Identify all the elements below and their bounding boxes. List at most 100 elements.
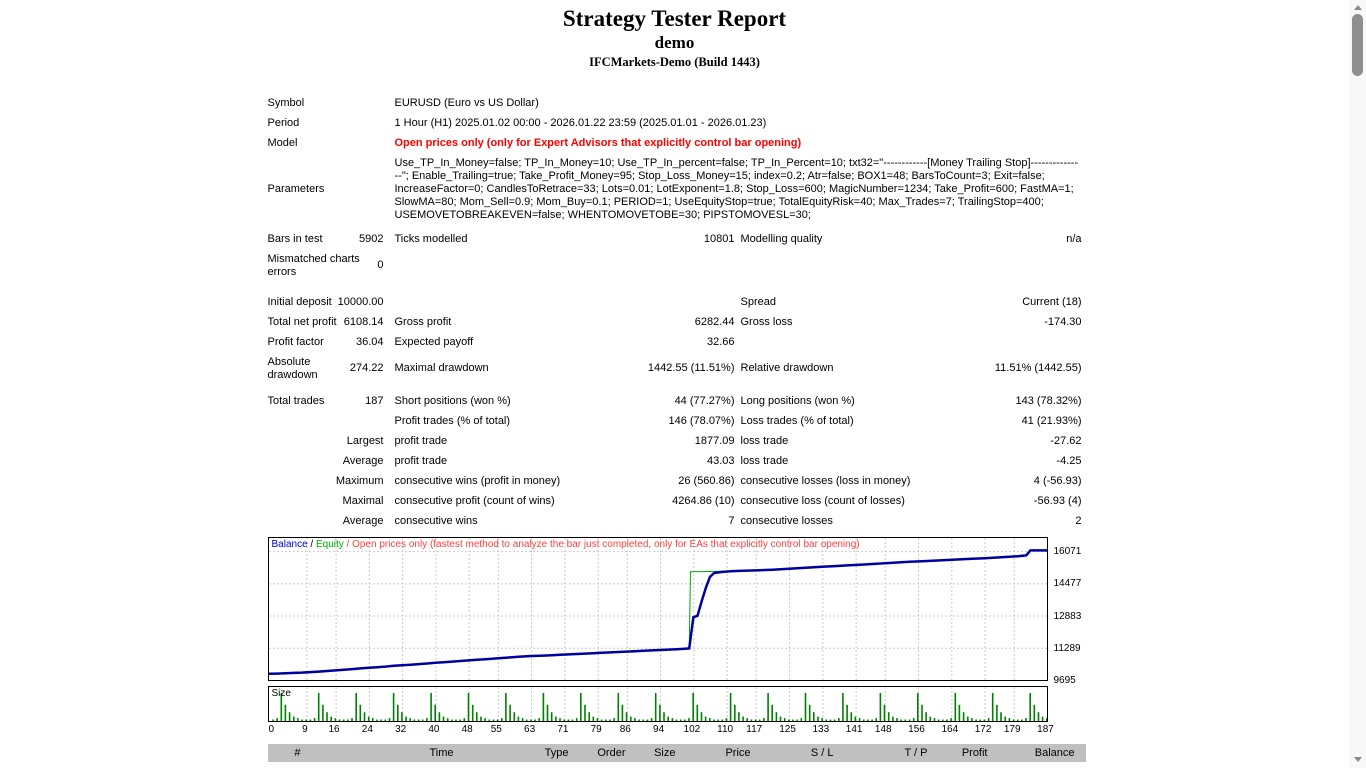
stat-value: 26 (560.86) <box>678 474 735 487</box>
size-bar <box>300 719 303 721</box>
size-bar <box>745 718 748 721</box>
info-row: Parameters Use_TP_In_Money=false; TP_In_M… <box>268 153 1082 225</box>
stat-label: Loss trades (% of total) <box>740 414 854 427</box>
stat-cell <box>395 296 735 309</box>
stat-value: 2 <box>1075 514 1082 527</box>
stat-cell: Long positions (won %) 143 (78.32%) <box>741 395 1082 408</box>
size-bar <box>833 719 835 721</box>
size-chart-row: Size 0 9 16 24 32 40 48 55 63 71 79 86 94 102 110 117 12… <box>267 686 1082 737</box>
balance-line <box>268 549 1047 676</box>
stat-cell: Loss trades (% of total) 41 (21.93%) <box>741 415 1082 428</box>
size-bar <box>592 716 594 721</box>
size-bar <box>587 712 590 721</box>
stat-cell: Maximal <box>268 495 384 508</box>
size-bar <box>338 719 340 721</box>
size-bar <box>342 719 344 721</box>
stat-value: 41 (21.93%) <box>1021 414 1082 427</box>
legend-separator: / <box>307 539 316 550</box>
section-gap <box>268 282 1082 292</box>
x-axis-label: 164 <box>941 724 959 735</box>
size-bar <box>367 716 369 721</box>
size-bar <box>741 716 744 721</box>
size-bar <box>334 718 336 721</box>
size-bar <box>409 718 411 721</box>
size-bar <box>1045 718 1048 721</box>
scrollbar-thumb[interactable] <box>1352 14 1363 76</box>
legend-equity: Equity <box>315 539 344 550</box>
size-bar <box>413 719 415 721</box>
table-header-tp: T / P <box>904 747 928 759</box>
stat-label: Expected payoff <box>394 335 474 348</box>
table-header-time: Time <box>429 747 454 759</box>
column-gap <box>384 515 395 528</box>
size-bar <box>912 718 914 721</box>
y-axis-label: 14477 <box>1053 578 1082 590</box>
info-row-label: Period <box>267 116 300 129</box>
stat-value: Average <box>342 454 384 467</box>
size-bar <box>812 712 815 721</box>
size-bar <box>271 719 274 721</box>
size-bar <box>1041 716 1043 721</box>
size-bar <box>542 693 544 721</box>
size-bar <box>629 716 632 721</box>
size-bar <box>804 693 806 721</box>
size-bar <box>687 718 690 721</box>
server-build: IFCMarkets-Demo (Build 1443) <box>589 55 760 69</box>
size-bar <box>862 719 864 721</box>
vertical-scrollbar[interactable] <box>1349 0 1366 768</box>
stat-row: Total net profit 6108.14 Gross profit 6282.… <box>268 312 1082 332</box>
size-bar <box>908 719 910 721</box>
size-bar <box>304 719 307 721</box>
stat-cell: Bars in test 5902 <box>268 233 384 246</box>
size-bar <box>850 712 852 721</box>
size-bar <box>438 712 440 721</box>
size-bar <box>425 718 428 721</box>
stat-cell <box>741 253 1082 279</box>
x-axis-label: 32 <box>395 724 407 735</box>
x-axis-label: 24 <box>361 724 373 735</box>
size-bar <box>666 716 669 721</box>
size-bar <box>729 693 731 721</box>
size-bar <box>317 693 319 721</box>
size-bar <box>662 712 665 721</box>
size-bar <box>371 718 374 721</box>
size-bar <box>966 716 969 721</box>
stat-label: Bars in test <box>267 232 323 245</box>
stat-value: -4.25 <box>1056 454 1082 467</box>
scrollbar-up-button[interactable] <box>1349 0 1366 14</box>
column-gap <box>384 415 395 428</box>
stat-label: Relative drawdown <box>740 362 834 374</box>
size-bar <box>492 719 494 721</box>
stat-cell: Profit factor 36.04 <box>268 336 384 349</box>
size-bar <box>795 719 798 721</box>
stat-value: 6282.44 <box>694 315 735 328</box>
stat-cell: Gross loss -174.30 <box>741 316 1082 329</box>
size-bar <box>1037 712 1039 721</box>
size-bar <box>1016 719 1018 721</box>
stat-row: Total trades 187 Short positions (won %) 44… <box>268 391 1082 411</box>
size-bar <box>533 719 536 721</box>
stat-value: -174.30 <box>1044 315 1082 328</box>
stat-cell: consecutive losses (loss in money) 4 (-56… <box>741 475 1082 488</box>
chart-legend: Balance / Equity / Open prices only (fas… <box>272 539 860 551</box>
size-bar <box>696 704 698 721</box>
size-bar <box>837 718 840 721</box>
scrollbar-down-button[interactable] <box>1349 752 1366 766</box>
stat-cell: loss trade -4.25 <box>741 455 1082 468</box>
size-bar <box>529 719 532 721</box>
stat-cell: Total trades 187 <box>268 395 384 408</box>
stat-label: consecutive wins (profit in money) <box>394 474 561 487</box>
y-axis-label: 11289 <box>1053 642 1081 654</box>
stat-label: Total net profit <box>267 315 337 328</box>
size-bar <box>471 704 473 721</box>
stat-cell: consecutive profit (count of wins) 4264.8… <box>395 495 735 508</box>
size-bar <box>762 718 765 721</box>
stat-value: 10801 <box>703 232 735 245</box>
stat-cell: consecutive loss (count of losses) -56.93… <box>741 495 1082 508</box>
size-bar <box>920 704 923 721</box>
size-bar <box>899 719 902 721</box>
stat-value: 43.03 <box>706 454 735 467</box>
size-bar <box>313 718 315 721</box>
stat-value: 146 (78.07%) <box>668 414 735 427</box>
stat-label: Long positions (won %) <box>740 394 855 407</box>
